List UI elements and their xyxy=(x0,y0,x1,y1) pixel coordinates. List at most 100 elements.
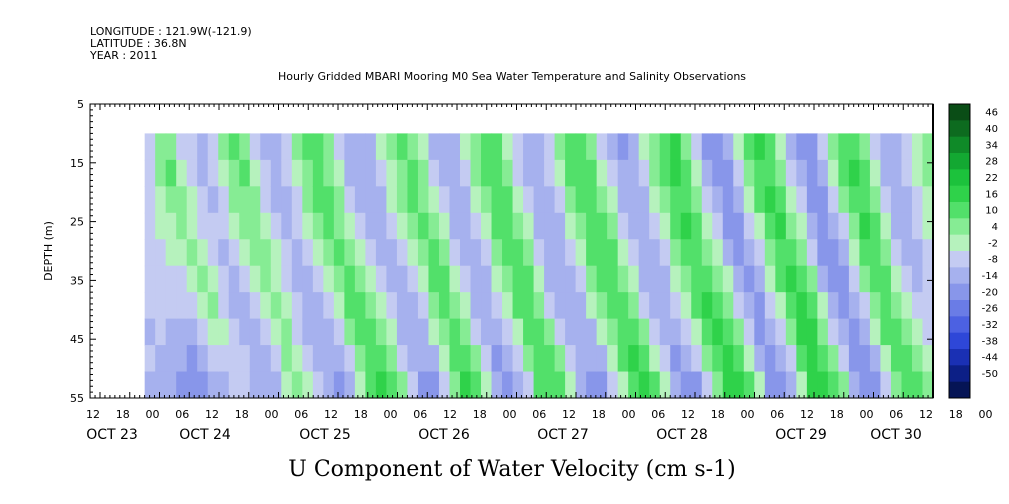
colorbar-label: -44 xyxy=(982,353,998,364)
heatmap-cell xyxy=(586,318,598,346)
heatmap-cell xyxy=(701,318,713,346)
heatmap-cell xyxy=(617,239,629,267)
heatmap-cell xyxy=(617,133,629,161)
heatmap-cell xyxy=(470,159,482,187)
heatmap-cell xyxy=(375,292,388,320)
heatmap-cell xyxy=(344,265,356,293)
heatmap-cell xyxy=(165,239,177,267)
heatmap-cell xyxy=(733,212,745,240)
heatmap-cell xyxy=(228,292,240,320)
heatmap-cell xyxy=(901,292,913,320)
heatmap-cell xyxy=(638,159,650,187)
heatmap-cell xyxy=(869,318,882,346)
heatmap-cell xyxy=(827,265,839,293)
y-axis: 5 15 25 35 45 55 xyxy=(70,98,933,405)
colorbar-swatch xyxy=(949,349,970,366)
heatmap-cell xyxy=(691,212,703,240)
heatmap-cell xyxy=(764,265,776,293)
colorbar-swatch xyxy=(949,153,970,170)
heatmap-cell xyxy=(785,239,797,267)
heatmap-cell xyxy=(333,159,345,187)
heatmap-cell xyxy=(491,133,503,161)
colorbar-swatch xyxy=(949,381,970,399)
heatmap-cell xyxy=(239,345,251,373)
heatmap-cell xyxy=(607,239,619,267)
heatmap-cell xyxy=(365,186,377,214)
heatmap-cell xyxy=(460,133,472,161)
heatmap-cell xyxy=(249,239,261,267)
y-tick-label: 55 xyxy=(70,392,84,405)
colorbar: 46 40 34 28 22 16 10 4 -2 -8 -14 -20 -26 -32 -38 -44 -50 xyxy=(948,103,998,399)
heatmap-cell xyxy=(155,265,167,293)
heatmap-cell xyxy=(197,186,209,214)
heatmap-cell xyxy=(386,265,398,293)
heatmap-cell xyxy=(628,345,640,373)
heatmap-cell xyxy=(565,133,577,161)
heatmap-cell xyxy=(197,212,209,240)
heatmap-cell xyxy=(554,371,566,399)
heatmap-cell xyxy=(880,371,892,399)
heatmap-cell xyxy=(176,159,188,187)
heatmap-cell xyxy=(785,371,797,399)
heatmap-cell xyxy=(638,318,650,346)
heatmap-cell xyxy=(890,186,903,214)
x-hour-label: 12 xyxy=(443,408,457,421)
heatmap-cell xyxy=(260,186,272,214)
heatmap-cell xyxy=(354,371,366,399)
heatmap-cell xyxy=(197,133,209,161)
heatmap-cell xyxy=(670,186,682,214)
heatmap-cell xyxy=(270,371,282,399)
heatmap-cell xyxy=(712,345,724,373)
heatmap-cell xyxy=(365,292,377,320)
heatmap-cell xyxy=(775,265,787,293)
heatmap-cell xyxy=(607,345,619,373)
heatmap-cell xyxy=(533,159,545,187)
heatmap-cell xyxy=(586,371,598,399)
heatmap-cell xyxy=(228,186,240,214)
heatmap-cell xyxy=(775,212,787,240)
heatmap-cell xyxy=(806,133,818,161)
heatmap-cell xyxy=(144,265,156,293)
heatmap-cell xyxy=(712,371,724,399)
heatmap-cell xyxy=(144,212,156,240)
heatmap-cell xyxy=(785,292,797,320)
heatmap-cell xyxy=(270,292,282,320)
x-date-label: OCT 27 xyxy=(537,427,589,443)
heatmap-cell xyxy=(796,212,808,240)
y-tick-label: 5 xyxy=(77,98,84,111)
heatmap-cell xyxy=(680,239,692,267)
heatmap-cell xyxy=(575,345,587,373)
heatmap-cell xyxy=(911,265,924,293)
heatmap-cell xyxy=(785,133,797,161)
x-hour-label: 12 xyxy=(919,408,933,421)
heatmap-cell xyxy=(722,186,734,214)
heatmap-cell xyxy=(691,371,703,399)
heatmap-cell xyxy=(733,265,745,293)
heatmap-cell xyxy=(649,239,661,267)
heatmap-cell xyxy=(144,318,156,346)
heatmap-cell xyxy=(680,371,692,399)
heatmap-cell xyxy=(922,159,934,187)
heatmap-cell xyxy=(596,292,608,320)
heatmap-cell xyxy=(743,292,755,320)
heatmap-cell xyxy=(481,133,493,161)
heatmap-cell xyxy=(470,239,482,267)
heatmap-cell xyxy=(512,159,524,187)
heatmap-cell xyxy=(407,186,419,214)
heatmap-cell xyxy=(228,318,240,346)
heatmap-cell xyxy=(638,133,650,161)
heatmap-cell xyxy=(449,371,461,399)
x-hour-label: 18 xyxy=(116,408,130,421)
heatmap-cell xyxy=(796,292,808,320)
heatmap-cell xyxy=(901,212,913,240)
heatmap-cell xyxy=(333,371,345,399)
heatmap-cell xyxy=(260,159,272,187)
heatmap-cell xyxy=(806,318,818,346)
heatmap-cell xyxy=(249,186,261,214)
heatmap-cell xyxy=(491,239,503,267)
heatmap-cell xyxy=(186,371,198,399)
heatmap-cell xyxy=(712,239,724,267)
heatmap-cell xyxy=(302,186,314,214)
heatmap-cell xyxy=(544,345,556,373)
heatmap-cell xyxy=(701,133,713,161)
